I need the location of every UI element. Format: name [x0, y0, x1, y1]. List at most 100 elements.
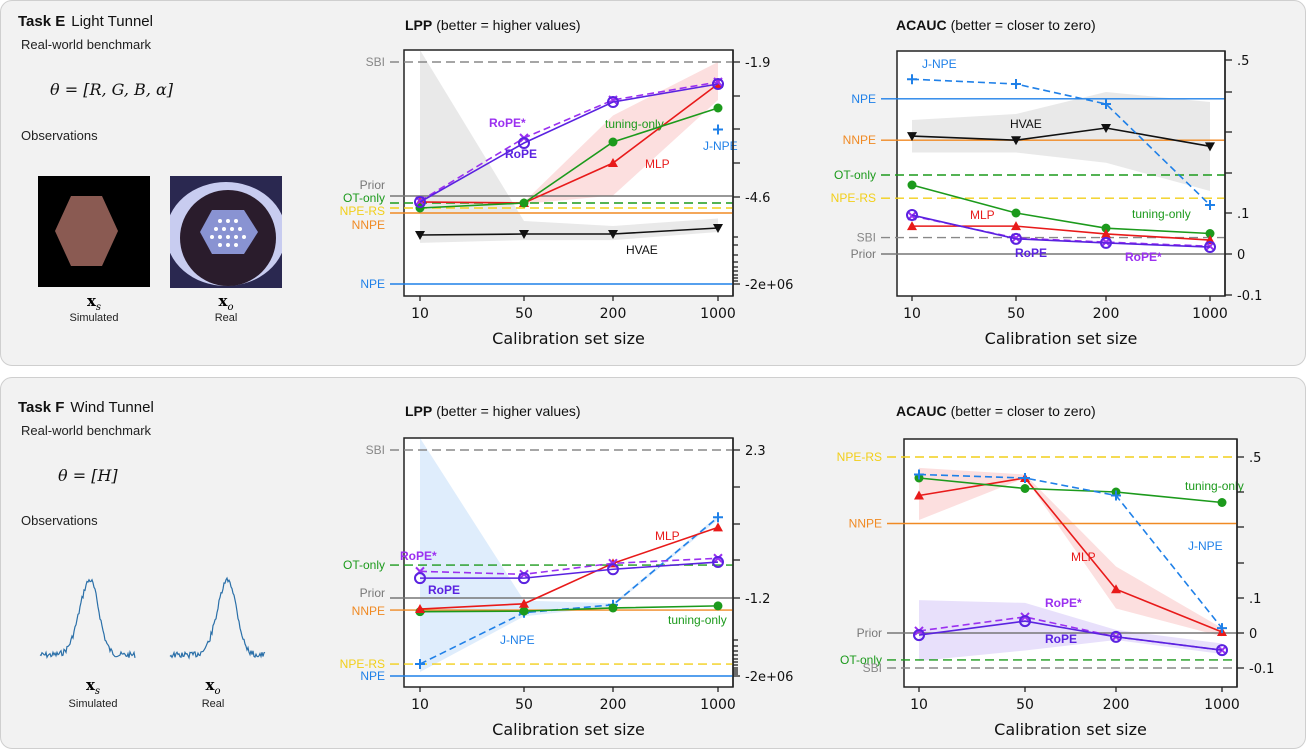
plot-content	[919, 467, 1222, 661]
y-tick-label: -2e+06	[745, 670, 793, 685]
open-circle-marker	[1204, 241, 1216, 254]
series-label-rope*: RoPE*	[400, 549, 437, 563]
subtitle: (better = closer to zero)	[950, 403, 1096, 419]
simulated-signal	[39, 578, 136, 660]
y-tick-label: -0.1	[1237, 289, 1262, 304]
y-tick-label: -1.9	[745, 56, 770, 71]
ref-label-prior: Prior	[360, 178, 385, 192]
chart-title-e-lpp: LPP (better = higher values)	[405, 17, 581, 33]
series-label-j-npe: J-NPE	[1188, 539, 1223, 553]
series-label-rope: RoPE	[1015, 246, 1047, 260]
series-line-tuning-only	[419, 107, 719, 209]
band-hvae	[420, 50, 718, 243]
band-hvae	[912, 92, 1210, 191]
subscript: s	[94, 686, 101, 697]
series-label-rope*: RoPE*	[1125, 250, 1162, 264]
subscript: o	[214, 686, 221, 697]
open-circle-marker	[518, 137, 530, 149]
ref-label-prior: Prior	[851, 247, 876, 261]
open-circle-marker	[1110, 630, 1122, 643]
ref-label-nnpe: NNPE	[843, 133, 876, 147]
circle-marker	[1101, 223, 1111, 233]
x-tick-label: 1000	[1204, 697, 1240, 713]
x-tick-label: 200	[1093, 306, 1120, 322]
series-label-tuning-only: tuning-only	[1185, 479, 1244, 493]
plus-marker	[1111, 490, 1121, 501]
series-line-tuning-only	[911, 184, 1211, 235]
triangle-up-marker	[519, 598, 529, 608]
x-axis-label: Calibration set size	[994, 720, 1147, 739]
triangle-up-marker	[415, 604, 425, 614]
task-f-observations-label: Observations	[21, 513, 98, 528]
open-circle-marker	[906, 209, 918, 222]
ref-label-nnpe: NNPE	[352, 218, 385, 232]
x-axis-label: Calibration set size	[985, 329, 1138, 348]
task-e-observations-label: Observations	[21, 128, 98, 143]
circle-marker	[519, 606, 529, 616]
series-label-rope: RoPE	[1045, 632, 1077, 646]
series-label-rope: RoPE	[428, 583, 460, 597]
series-line-rope*	[419, 557, 719, 576]
x-tick-label: 10	[411, 306, 429, 322]
real-image	[170, 176, 282, 288]
task-name: Light Tunnel	[71, 13, 153, 30]
series-line-tuning-only	[918, 477, 1223, 504]
series-line-rope*	[419, 81, 719, 202]
title: LPP	[405, 403, 433, 419]
task-label: Task E	[18, 13, 66, 30]
task-f-title: Task F Wind Tunnel	[18, 399, 154, 416]
ref-label-npe-rs: NPE-RS	[837, 450, 882, 464]
circle-marker	[713, 103, 723, 113]
triangle-up-marker	[1101, 228, 1111, 238]
series-label-rope: RoPE	[505, 147, 537, 161]
series-line-rope	[911, 214, 1211, 248]
symbol: x	[86, 292, 96, 310]
y-tick-label: -4.6	[745, 191, 770, 206]
plot-content	[420, 438, 718, 672]
series-line-rope*	[911, 215, 1211, 248]
plus-marker	[713, 512, 723, 523]
x-marker	[713, 553, 723, 563]
x-tick-label: 10	[903, 306, 921, 322]
series-line-mlp	[918, 477, 1223, 633]
y-tick-label: .1	[1249, 592, 1261, 607]
y-tick-label: 0	[1249, 627, 1257, 642]
y-tick-label: 2.3	[745, 444, 766, 459]
series-line-mlp	[419, 83, 719, 204]
circle-marker	[608, 137, 618, 147]
task-e-theta: θ = [R, G, B, α]	[50, 80, 174, 99]
real-signal	[169, 576, 266, 660]
circle-marker	[519, 198, 529, 208]
band-j-npe	[420, 438, 718, 672]
ref-label-nnpe: NNPE	[352, 604, 385, 618]
open-circle-marker	[1019, 615, 1031, 628]
y-tick-label: .5	[1237, 54, 1249, 69]
triangle-down-marker	[1101, 124, 1111, 133]
x-tick-label: 10	[411, 697, 429, 713]
title: ACAUC	[896, 403, 947, 419]
x-tick-label: 50	[1016, 697, 1034, 713]
y-tick-label: .5	[1249, 451, 1261, 466]
x-axis-label: Calibration set size	[492, 720, 645, 739]
plot-area	[896, 50, 1226, 297]
plot-content	[912, 92, 1210, 191]
circle-marker	[1020, 484, 1030, 493]
triangle-up-marker	[713, 522, 723, 532]
ref-label-npe: NPE	[360, 669, 385, 683]
ref-label-ot-only: OT-only	[343, 558, 385, 572]
sim-symbol: xs	[87, 292, 101, 313]
x-tick-label: 10	[910, 697, 928, 713]
series-label-tuning-only: tuning-only	[1132, 207, 1191, 221]
plus-marker	[1217, 623, 1227, 634]
ref-label-sbi: SBI	[857, 231, 876, 245]
circle-marker	[608, 603, 618, 613]
band-rope	[919, 600, 1222, 661]
series-label-j-npe: J-NPE	[922, 57, 957, 71]
series-label-hvae: HVAE	[1010, 117, 1042, 131]
title: ACAUC	[896, 17, 947, 33]
ref-label-sbi: SBI	[863, 661, 882, 675]
x-tick-label: 1000	[700, 697, 736, 713]
x-marker	[519, 569, 529, 580]
